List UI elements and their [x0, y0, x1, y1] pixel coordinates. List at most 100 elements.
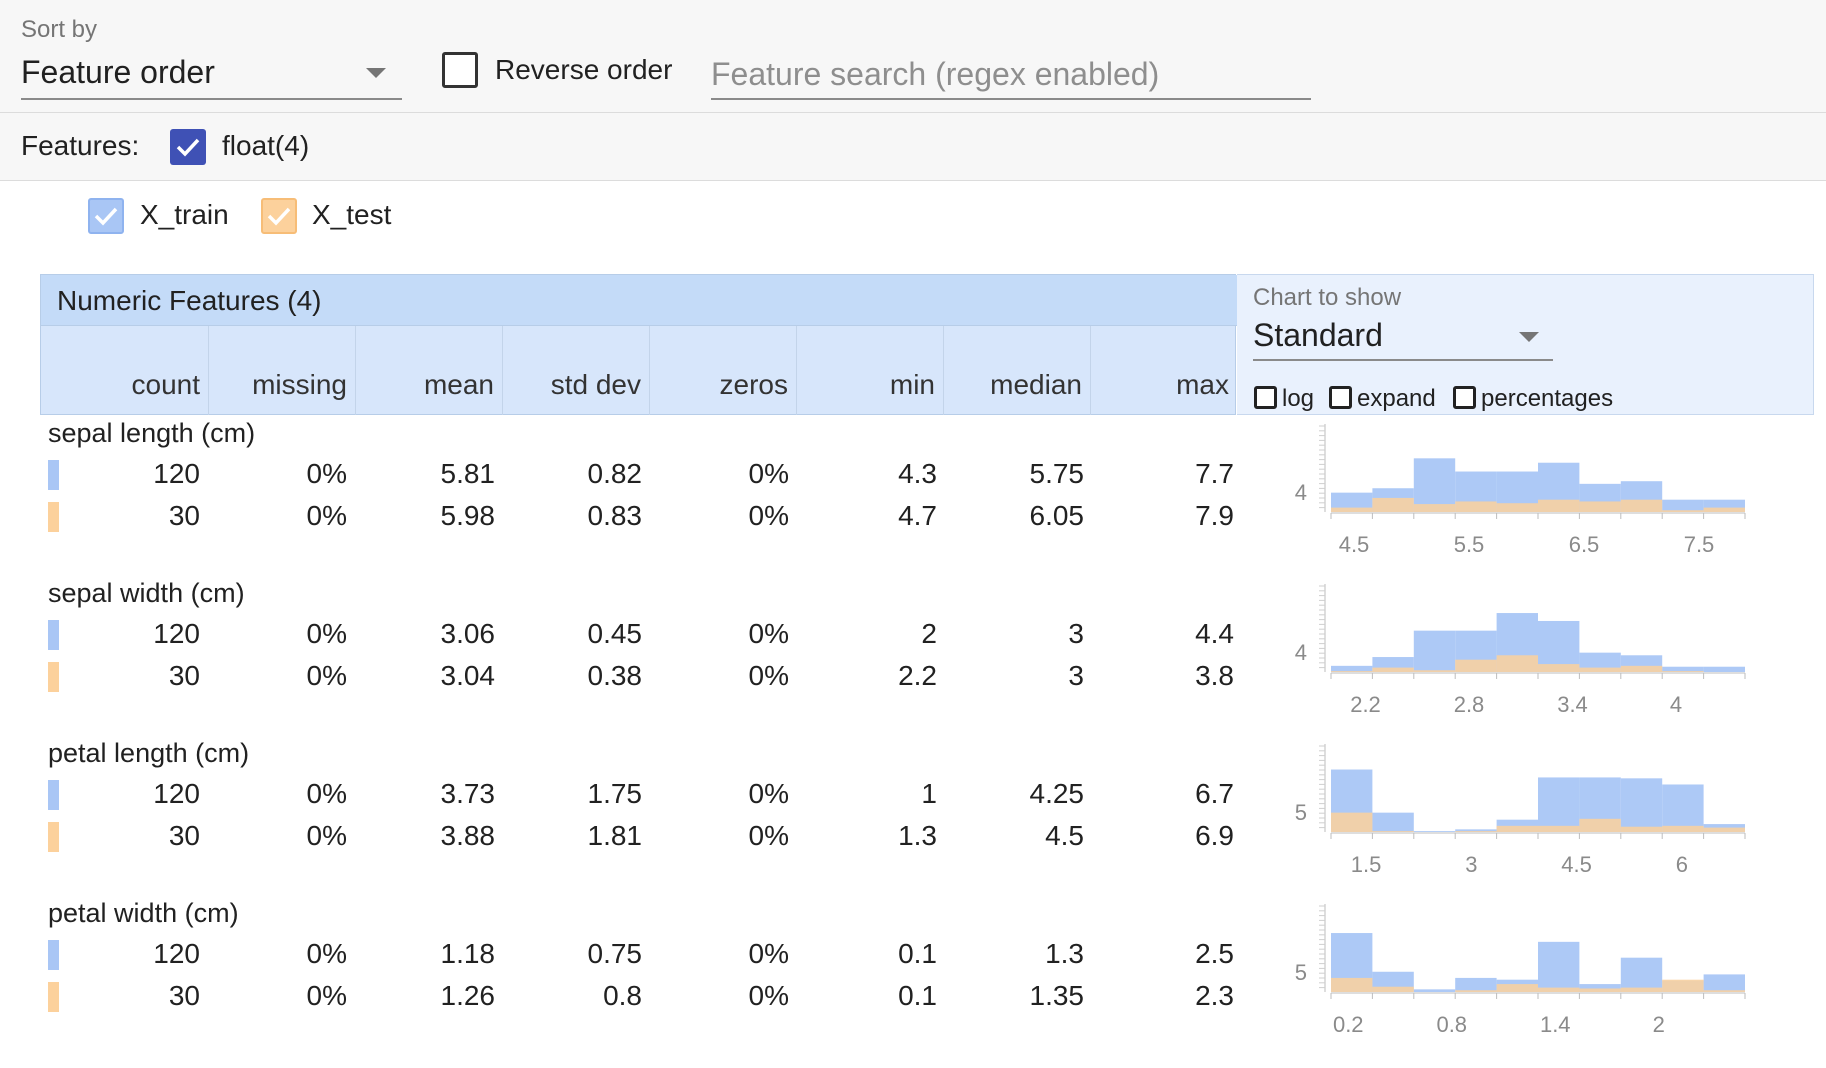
- x-train-checkbox[interactable]: [88, 198, 124, 234]
- x-test-histogram-bar: [1579, 988, 1621, 992]
- stat-cell-zeros: 0%: [748, 500, 789, 531]
- x-test-histogram-bar: [1455, 831, 1497, 832]
- feature-name: sepal width (cm): [48, 578, 245, 608]
- stat-cell-median: 4.25: [1029, 778, 1085, 809]
- x-test-histogram-bar: [1496, 655, 1538, 672]
- chart-type-value: Standard: [1253, 317, 1383, 353]
- x-tick-label: 4.5: [1561, 852, 1592, 877]
- stat-cell-median: 3: [1068, 618, 1084, 649]
- x-test-swatch: [48, 662, 59, 692]
- x-train-label: X_train: [140, 199, 229, 230]
- x-test-histogram-bar: [1331, 507, 1373, 512]
- x-test-histogram-bar: [1662, 825, 1704, 832]
- stat-cell-count: 120: [153, 778, 200, 809]
- x-tick-label: 5.5: [1454, 532, 1485, 557]
- histogram-chart[interactable]: 5 1.5 3 4.5 6: [1237, 736, 1814, 896]
- log-checkbox[interactable]: [1254, 386, 1277, 409]
- reverse-order-checkbox[interactable]: [442, 52, 478, 88]
- chart-to-show-label: Chart to show: [1253, 284, 1402, 311]
- float-features-checkbox[interactable]: [170, 129, 206, 165]
- chevron-down-icon: [1519, 332, 1539, 342]
- x-train-swatch: [48, 620, 59, 650]
- x-train-histogram-bar: [1413, 989, 1456, 992]
- stat-cell-std-dev: 0.75: [587, 938, 643, 969]
- stat-cell-missing: 0%: [306, 618, 347, 649]
- x-tick-label: 6: [1676, 852, 1688, 877]
- stat-cell-min: 1: [921, 778, 937, 809]
- stat-cell-max: 4.4: [1195, 618, 1234, 649]
- histogram-chart[interactable]: 5 0.2 0.8 1.4 2: [1237, 896, 1814, 1056]
- stat-cell-std-dev: 0.45: [587, 618, 643, 649]
- feature-name: petal length (cm): [48, 738, 250, 768]
- x-tick-label: 4.5: [1339, 532, 1370, 557]
- x-test-histogram-bar: [1662, 979, 1704, 992]
- stat-cell-mean: 3.73: [440, 778, 496, 809]
- stat-cell-max: 6.9: [1195, 820, 1234, 851]
- x-train-histogram-bar: [1538, 941, 1580, 992]
- stat-cell-count: 30: [168, 980, 200, 1011]
- percentages-label: percentages: [1481, 385, 1614, 412]
- stat-cell-mean: 5.98: [440, 500, 496, 531]
- x-tick-label: 7.5: [1684, 532, 1715, 557]
- column-header-mean[interactable]: mean: [356, 326, 503, 415]
- sort-by-dropdown[interactable]: Feature order: [21, 50, 402, 100]
- x-test-histogram-bar: [1372, 986, 1414, 992]
- column-header-missing[interactable]: missing: [209, 326, 356, 415]
- numeric-features-table-header: Numeric Features (4) count missing mean …: [40, 274, 1237, 415]
- x-test-histogram-bar: [1620, 826, 1663, 832]
- column-header-label: mean: [423, 369, 494, 400]
- stat-cell-count: 120: [153, 938, 200, 969]
- column-header-std-dev[interactable]: std dev: [503, 326, 650, 415]
- x-test-histogram-bar: [1413, 670, 1456, 672]
- x-train-histogram-bar: [1455, 829, 1497, 832]
- feature-search-input[interactable]: [711, 50, 1311, 100]
- chart-type-dropdown[interactable]: Standard: [1253, 315, 1553, 361]
- stat-cell-count: 120: [153, 618, 200, 649]
- x-tick-label: 4: [1670, 692, 1682, 717]
- x-test-histogram-bar: [1496, 503, 1538, 512]
- x-train-swatch: [48, 940, 59, 970]
- table-title-bar: Numeric Features (4): [41, 275, 1237, 326]
- table-title: Numeric Features (4): [57, 285, 322, 316]
- x-test-histogram-bar: [1579, 667, 1621, 672]
- column-header-label: missing: [252, 369, 347, 400]
- histogram-chart[interactable]: 4 2.2 2.8 3.4 4: [1237, 576, 1814, 736]
- x-test-swatch: [48, 982, 59, 1012]
- histogram-svg: 4 4.5 5.5 6.5 7.5: [1295, 424, 1746, 557]
- x-train-histogram-bar: [1662, 784, 1704, 832]
- x-test-histogram-bar: [1662, 671, 1704, 672]
- feature-name: sepal length (cm): [48, 418, 256, 448]
- column-header-zeros[interactable]: zeros: [650, 326, 797, 415]
- x-test-swatch: [48, 822, 59, 852]
- x-train-histogram-bar: [1455, 977, 1497, 992]
- stat-cell-count: 30: [168, 820, 200, 851]
- x-test-label: X_test: [312, 199, 392, 230]
- y-tick-label: 5: [1295, 960, 1307, 985]
- stat-cell-max: 2.3: [1195, 980, 1234, 1011]
- x-test-histogram-bar: [1331, 977, 1373, 992]
- sort-by-label: Sort by: [21, 16, 98, 43]
- checkmark-icon: [176, 138, 200, 157]
- x-test-histogram-bar: [1703, 507, 1745, 512]
- column-header-median[interactable]: median: [944, 326, 1091, 415]
- column-header-min[interactable]: min: [797, 326, 944, 415]
- column-header-max[interactable]: max: [1091, 326, 1237, 415]
- stat-cell-std-dev: 0.38: [587, 660, 643, 691]
- x-train-histogram-bar: [1331, 492, 1373, 512]
- stat-cell-count: 30: [168, 500, 200, 531]
- stat-cell-min: 2: [921, 618, 937, 649]
- x-train-histogram-bar: [1538, 777, 1580, 832]
- stat-cell-missing: 0%: [306, 458, 347, 489]
- x-test-histogram-bar: [1372, 667, 1414, 672]
- histogram-svg: 5 0.2 0.8 1.4 2: [1295, 904, 1746, 1037]
- x-test-checkbox[interactable]: [261, 198, 297, 234]
- x-test-histogram-bar: [1455, 501, 1497, 512]
- column-header-count[interactable]: count: [41, 326, 209, 415]
- x-train-histogram-bar: [1413, 831, 1456, 832]
- percentages-checkbox[interactable]: [1453, 386, 1476, 409]
- expand-checkbox[interactable]: [1329, 386, 1352, 409]
- features-label: Features:: [21, 130, 140, 161]
- histogram-chart[interactable]: 4 4.5 5.5 6.5 7.5: [1237, 416, 1814, 576]
- x-train-histogram-bar: [1662, 499, 1704, 512]
- stat-cell-median: 1.35: [1029, 980, 1085, 1011]
